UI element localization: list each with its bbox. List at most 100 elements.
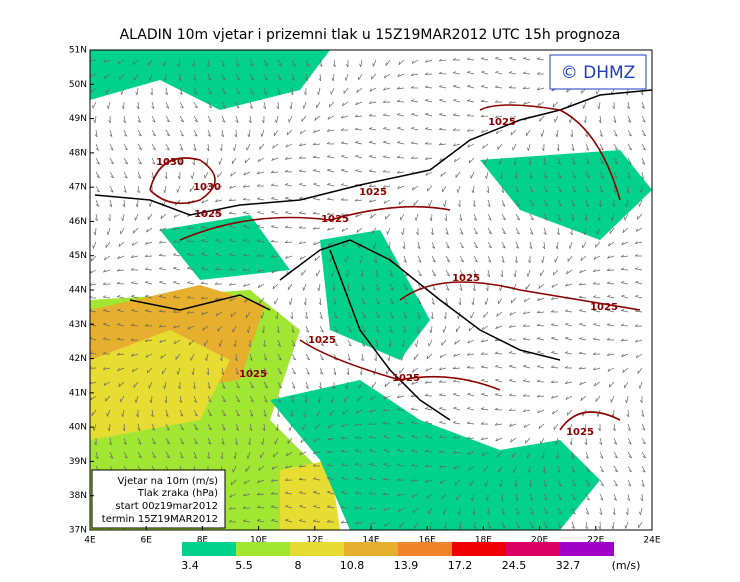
wind-arrow xyxy=(426,493,433,499)
wind-arrow xyxy=(201,239,209,243)
wind-arrow xyxy=(249,101,253,109)
wind-arrow xyxy=(123,185,127,193)
wind-arrow xyxy=(471,297,475,306)
wind-arrow xyxy=(528,157,531,166)
wind-arrow xyxy=(105,87,111,95)
wind-arrow xyxy=(621,281,629,285)
wind-arrow xyxy=(288,423,293,431)
wind-arrow xyxy=(470,171,475,179)
wind-arrow xyxy=(243,211,251,215)
wind-arrow xyxy=(207,115,212,123)
wind-arrow xyxy=(145,294,153,299)
wind-arrow xyxy=(151,451,157,459)
wind-arrow xyxy=(438,367,447,371)
wind-arrow xyxy=(163,73,167,82)
wind-arrow xyxy=(396,170,405,174)
wind-arrow xyxy=(640,171,644,180)
wind-arrow xyxy=(123,171,128,179)
wind-arrow xyxy=(522,71,531,75)
wind-arrow xyxy=(599,129,603,137)
wind-arrow xyxy=(190,171,195,179)
wind-arrow xyxy=(552,409,559,415)
wind-arrow xyxy=(606,268,615,271)
wind-arrow xyxy=(382,113,391,117)
wind-arrow xyxy=(257,157,265,163)
wind-arrow xyxy=(246,143,251,151)
wind-arrow xyxy=(298,156,307,159)
wind-arrow xyxy=(186,281,195,285)
wind-arrow xyxy=(627,143,633,151)
wind-arrow xyxy=(360,269,364,278)
wind-arrow xyxy=(583,423,587,432)
wind-arrow xyxy=(466,128,475,132)
wind-arrow xyxy=(299,519,307,523)
wind-arrow xyxy=(256,239,265,243)
wind-arrow xyxy=(457,311,461,319)
wind-arrow xyxy=(497,143,503,150)
wind-arrow xyxy=(136,185,140,194)
wind-arrow xyxy=(207,437,212,445)
wind-arrow xyxy=(585,157,590,165)
colorbar-segment xyxy=(236,542,290,556)
wind-arrow xyxy=(610,395,615,403)
wind-arrow xyxy=(515,241,519,249)
wind-arrow xyxy=(429,213,433,222)
wind-arrow xyxy=(193,73,197,81)
wind-arrow xyxy=(291,367,296,375)
wind-arrow xyxy=(466,352,475,356)
wind-arrow xyxy=(523,364,531,369)
wind-arrow xyxy=(425,367,433,372)
wind-arrow xyxy=(509,311,517,316)
wind-arrow xyxy=(316,269,321,277)
wind-arrow xyxy=(368,506,377,510)
wind-arrow xyxy=(480,407,489,411)
wind-arrow xyxy=(383,395,391,400)
wind-arrow xyxy=(385,59,391,66)
wind-arrow xyxy=(146,227,153,233)
wind-arrow xyxy=(458,297,461,306)
wind-arrow xyxy=(557,479,562,487)
wind-arrow xyxy=(401,339,405,348)
wind-arrow xyxy=(219,353,223,362)
wind-arrow xyxy=(612,507,616,516)
wind-arrow xyxy=(207,73,212,81)
wind-arrow xyxy=(354,114,363,118)
wind-arrow xyxy=(188,339,195,346)
wind-arrow xyxy=(459,255,465,263)
wind-arrow xyxy=(207,423,212,431)
wind-arrow xyxy=(150,87,153,96)
wind-arrow xyxy=(639,507,643,515)
wind-arrow xyxy=(173,280,181,285)
wind-arrow xyxy=(117,59,125,64)
colorbar-unit: (m/s) xyxy=(612,559,641,572)
wind-arrow xyxy=(270,170,279,174)
wind-arrow xyxy=(384,521,391,527)
wind-arrow xyxy=(466,421,475,425)
wind-arrow xyxy=(514,255,518,264)
wind-arrow xyxy=(571,171,577,179)
wind-arrow xyxy=(162,367,167,375)
wind-arrow xyxy=(372,241,377,249)
wind-arrow xyxy=(571,213,575,221)
wind-arrow xyxy=(554,255,559,263)
wind-arrow xyxy=(233,339,237,348)
wind-arrow xyxy=(90,87,97,94)
wind-arrow xyxy=(341,491,349,495)
wind-arrow xyxy=(441,339,447,346)
wind-arrow xyxy=(567,255,573,262)
wind-arrow xyxy=(285,211,293,215)
wind-arrow xyxy=(595,395,601,402)
wind-arrow xyxy=(137,115,141,123)
wind-arrow xyxy=(200,296,209,300)
wind-arrow xyxy=(326,505,335,509)
wind-arrow xyxy=(487,227,493,235)
wind-zone xyxy=(270,380,600,530)
wind-arrow xyxy=(528,479,532,488)
wind-arrow xyxy=(635,227,643,232)
wind-arrow xyxy=(190,353,195,361)
wind-arrow xyxy=(612,423,616,432)
wind-arrow xyxy=(438,435,447,439)
wind-arrow xyxy=(452,450,461,454)
wind-arrow xyxy=(285,504,293,509)
wind-arrow xyxy=(106,227,111,235)
